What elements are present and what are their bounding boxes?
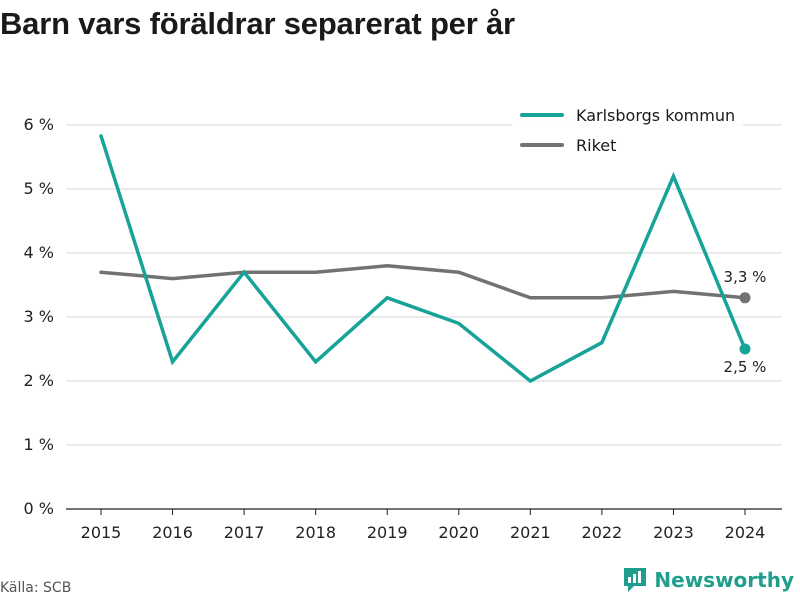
end-label-riket: 3,3 %	[724, 268, 767, 286]
series-line-riket	[99, 264, 747, 300]
x-tick-label: 2020	[438, 523, 479, 542]
newsworthy-logo-icon	[624, 568, 647, 592]
end-point-riket	[739, 292, 751, 304]
legend-item-riket: Riket	[520, 130, 735, 160]
x-tick-label: 2017	[224, 523, 265, 542]
x-tick-label: 2019	[367, 523, 408, 542]
legend-swatch-karlsborgs	[520, 113, 564, 117]
legend-label-riket: Riket	[576, 135, 617, 155]
end-point-karlsborgs	[739, 343, 751, 355]
source-note: Källa: SCB	[0, 580, 72, 596]
y-tick-label: 2 %	[24, 371, 54, 390]
legend-item-karlsborgs: Karlsborgs kommun	[520, 100, 735, 130]
series-line-karlsborgs	[99, 134, 747, 384]
x-tick-label: 2018	[295, 523, 336, 542]
y-tick-label: 1 %	[24, 435, 54, 454]
brand-name: Newsworthy	[654, 568, 794, 592]
chart-legend: Karlsborgs kommun Riket	[512, 96, 744, 164]
y-tick-label: 3 %	[24, 307, 54, 326]
end-label-karlsborgs: 2,5 %	[724, 358, 767, 376]
brand-logo[interactable]: Newsworthy	[622, 566, 794, 594]
x-tick-label: 2024	[725, 523, 766, 542]
chart-title: Barn vars föräldrar separerat per år	[0, 6, 515, 41]
y-tick-label: 5 %	[24, 179, 54, 198]
x-tick-label: 2021	[510, 523, 551, 542]
x-tick-label: 2023	[653, 523, 694, 542]
x-tick-label: 2016	[152, 523, 193, 542]
x-tick-label: 2015	[81, 523, 122, 542]
y-tick-label: 4 %	[24, 243, 54, 262]
y-tick-label: 6 %	[24, 115, 54, 134]
y-tick-label: 0 %	[24, 499, 54, 518]
legend-swatch-riket	[520, 143, 564, 147]
legend-label-karlsborgs: Karlsborgs kommun	[576, 105, 736, 125]
x-tick-label: 2022	[582, 523, 623, 542]
